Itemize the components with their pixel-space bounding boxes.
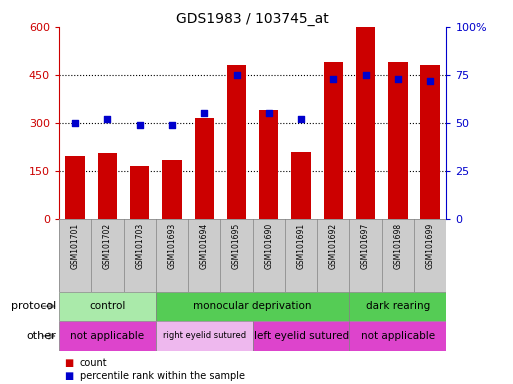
Text: GSM101698: GSM101698 [393,223,402,269]
Text: GSM101693: GSM101693 [167,223,176,269]
Bar [324,62,343,219]
Bar [130,166,149,219]
Text: percentile rank within the sample: percentile rank within the sample [80,371,245,381]
Point [71,120,79,126]
Bar [388,62,407,219]
Text: GSM101699: GSM101699 [426,223,435,269]
Text: not applicable: not applicable [70,331,145,341]
Text: GSM101692: GSM101692 [329,223,338,269]
Bar [259,110,279,219]
Bar [97,153,117,219]
Text: right eyelid sutured: right eyelid sutured [163,331,246,341]
Text: GSM101695: GSM101695 [232,223,241,269]
Text: protocol: protocol [11,301,56,311]
Text: GSM101701: GSM101701 [71,223,80,269]
Bar [66,157,85,219]
Text: GSM101690: GSM101690 [264,223,273,269]
Text: GSM101691: GSM101691 [297,223,306,269]
Text: control: control [89,301,126,311]
Text: dark rearing: dark rearing [366,301,430,311]
Point [426,78,435,84]
Bar [194,118,214,219]
Bar [349,292,446,321]
Point [362,72,370,78]
Text: ■: ■ [64,358,73,368]
Point [394,76,402,82]
Point [135,122,144,128]
Text: count: count [80,358,107,368]
Text: GSM101694: GSM101694 [200,223,209,269]
Point [103,116,111,122]
Point [329,76,338,82]
Point [232,72,241,78]
Bar [252,321,349,351]
Text: monocular deprivation: monocular deprivation [193,301,312,311]
Bar [356,27,376,219]
Bar [421,65,440,219]
Point [265,110,273,116]
Text: GSM101703: GSM101703 [135,223,144,269]
Text: GSM101697: GSM101697 [361,223,370,269]
Bar [59,292,156,321]
Text: GSM101702: GSM101702 [103,223,112,269]
Point [168,122,176,128]
Bar [227,65,246,219]
Bar [156,292,349,321]
Point [297,116,305,122]
Text: left eyelid sutured: left eyelid sutured [253,331,349,341]
Point [200,110,208,116]
Title: GDS1983 / 103745_at: GDS1983 / 103745_at [176,12,329,26]
Text: other: other [27,331,56,341]
Bar [162,160,182,219]
Bar [291,152,311,219]
Bar [59,321,156,351]
Bar [349,321,446,351]
Bar [156,321,252,351]
Text: not applicable: not applicable [361,331,435,341]
Text: ■: ■ [64,371,73,381]
